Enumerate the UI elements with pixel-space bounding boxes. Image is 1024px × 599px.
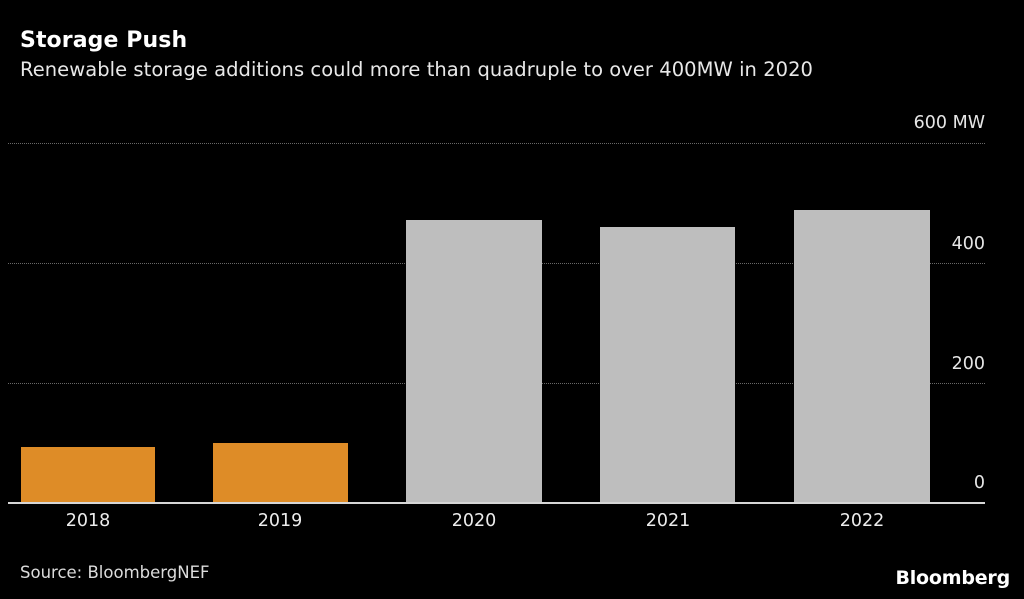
chart-subtitle: Renewable storage additions could more t… [20,58,814,81]
y-axis-tick-label-200: 200 [951,354,985,374]
y-axis-tick-label-0: 0 [973,473,985,493]
bar-2019[interactable] [213,443,348,503]
x-axis: 2018 2019 2020 2021 2022 [8,508,985,538]
source-note: Source: BloombergNEF [20,563,210,582]
bar-series [8,143,985,503]
bar-2018[interactable] [21,446,155,503]
y-axis-tick-label-400: 400 [951,234,985,254]
y-axis-tick-label-600: 600 MW [913,113,985,133]
bloomberg-logo: Bloomberg [895,567,1010,589]
x-axis-tick-label-2021: 2021 [645,511,691,531]
x-axis-tick-label-2018: 2018 [65,511,111,531]
gridline-600 [8,143,985,144]
x-axis-tick-label-2022: 2022 [839,511,885,531]
plot-area [8,143,985,504]
bar-2021[interactable] [600,227,735,503]
bar-2022[interactable] [794,209,930,503]
chart-title: Storage Push [20,28,188,53]
x-axis-tick-label-2020: 2020 [451,511,497,531]
x-axis-baseline [8,502,985,504]
x-axis-tick-label-2019: 2019 [257,511,303,531]
bar-2020[interactable] [406,219,542,503]
